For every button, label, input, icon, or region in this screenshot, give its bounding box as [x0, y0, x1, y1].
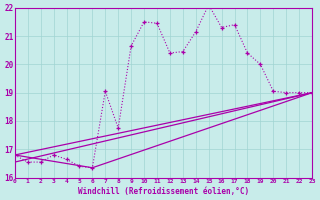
X-axis label: Windchill (Refroidissement éolien,°C): Windchill (Refroidissement éolien,°C): [78, 187, 249, 196]
